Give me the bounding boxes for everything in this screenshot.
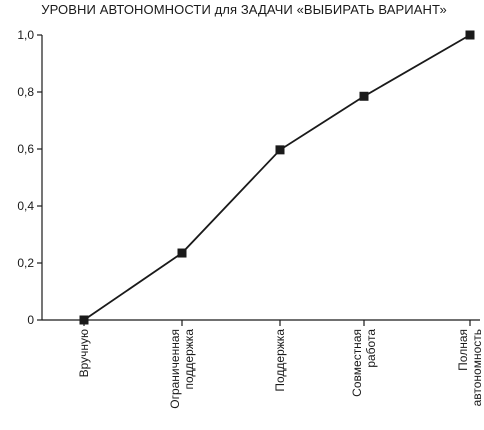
x-category-label: Совместная: [350, 329, 364, 397]
x-category-label: Ограниченная: [168, 329, 182, 409]
data-point-marker: [275, 145, 285, 155]
y-tick-label: 0,6: [17, 142, 34, 156]
y-tick-label: 1,0: [17, 28, 34, 42]
x-category-label: Вручную: [77, 329, 91, 377]
x-category-label: работа: [364, 329, 378, 368]
series-line: [83, 34, 471, 321]
x-category-label: Поддержка: [273, 329, 287, 392]
data-point-marker: [465, 30, 475, 40]
data-point-marker: [359, 91, 369, 101]
x-category-label: автономность: [470, 329, 484, 406]
x-category-label: поддержка: [182, 329, 196, 390]
x-category-label: Полная: [456, 329, 470, 371]
y-tick-label: 0,2: [17, 256, 34, 270]
y-tick-label: 0,8: [17, 85, 34, 99]
y-tick-label: 0: [27, 313, 34, 327]
data-point-marker: [177, 248, 187, 258]
chart-title: УРОВНИ АВТОНОМНОСТИ для ЗАДАЧИ «ВЫБИРАТЬ…: [41, 2, 447, 17]
y-tick-label: 0,4: [17, 199, 34, 213]
data-point-marker: [79, 315, 89, 325]
